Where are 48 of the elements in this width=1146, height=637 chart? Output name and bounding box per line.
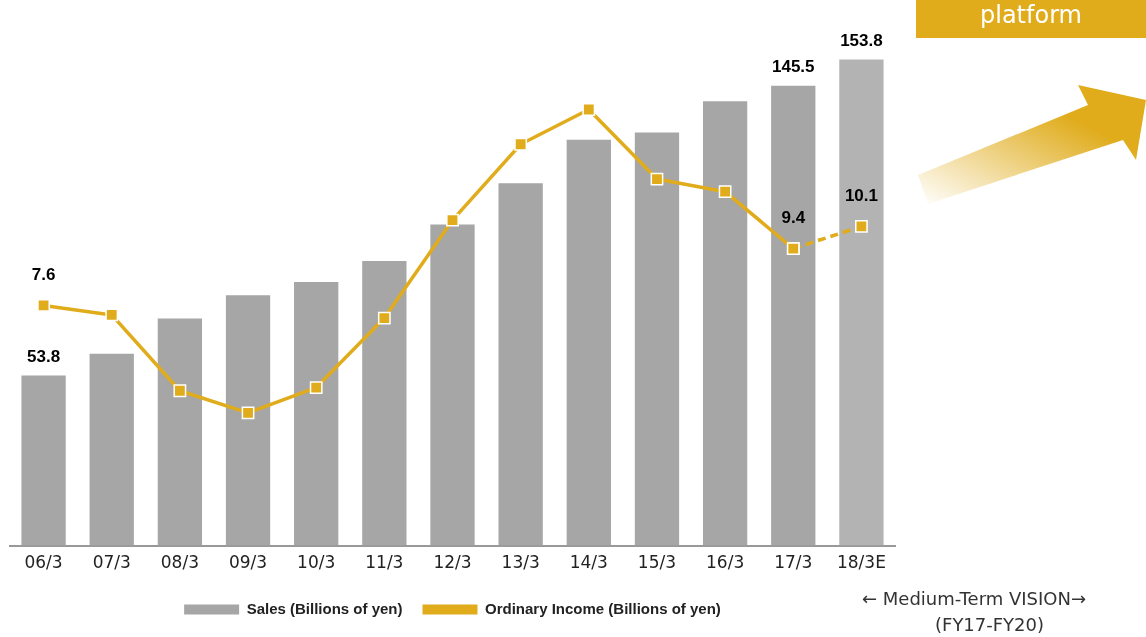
point — [37, 299, 50, 312]
bar — [225, 295, 271, 546]
text: ← Medium-Term VISION→ — [862, 588, 1087, 609]
x-tick-label: 13/3 — [501, 552, 540, 573]
x-tick-label: 09/3 — [228, 552, 268, 573]
bar — [294, 282, 339, 546]
bar — [157, 318, 203, 546]
data-label: 9.4 — [781, 207, 806, 227]
x-tick-label: 16/3 — [706, 552, 745, 573]
bar — [89, 353, 134, 546]
text: platform — [916, 0, 1146, 38]
x-tick-label: 14/3 — [569, 552, 608, 573]
data-label: 145.5 — [772, 57, 815, 77]
x-tick-label: 12/3 — [433, 552, 472, 573]
point — [173, 384, 187, 398]
bar — [771, 85, 816, 546]
x-tick-label: 17/3 — [774, 552, 813, 573]
legend-label: Ordinary Income (Billions of yen) — [485, 599, 721, 617]
x-tick-label: 10/3 — [297, 552, 336, 573]
point — [446, 213, 459, 227]
legend-label: Sales (Billions of yen) — [246, 599, 403, 617]
point — [718, 185, 732, 199]
bar — [430, 224, 475, 546]
bar — [566, 139, 611, 546]
point — [855, 220, 868, 233]
x-tick-label: 11/3 — [365, 552, 404, 573]
bar — [498, 183, 543, 546]
point — [514, 137, 528, 151]
x-tick-label: 08/3 — [160, 552, 199, 573]
point — [309, 381, 323, 395]
text: (FY17-FY20) — [935, 614, 1045, 635]
x-tick-label: 07/3 — [92, 552, 131, 573]
data-label: 10.1 — [844, 185, 878, 205]
x-tick-label: 18/3E — [836, 552, 886, 573]
bar — [362, 260, 407, 546]
data-label: 7.6 — [31, 264, 56, 284]
x-tick-label: 15/3 — [637, 552, 677, 573]
point — [105, 308, 119, 322]
data-label: 153.8 — [840, 30, 883, 50]
bar — [21, 375, 66, 546]
bar — [634, 132, 680, 546]
x-tick-label: 06/3 — [24, 552, 63, 573]
bar — [839, 59, 884, 546]
point — [377, 311, 391, 325]
data-label: 53.8 — [27, 346, 61, 366]
point — [241, 406, 255, 420]
point — [582, 103, 596, 116]
bar — [702, 101, 748, 546]
